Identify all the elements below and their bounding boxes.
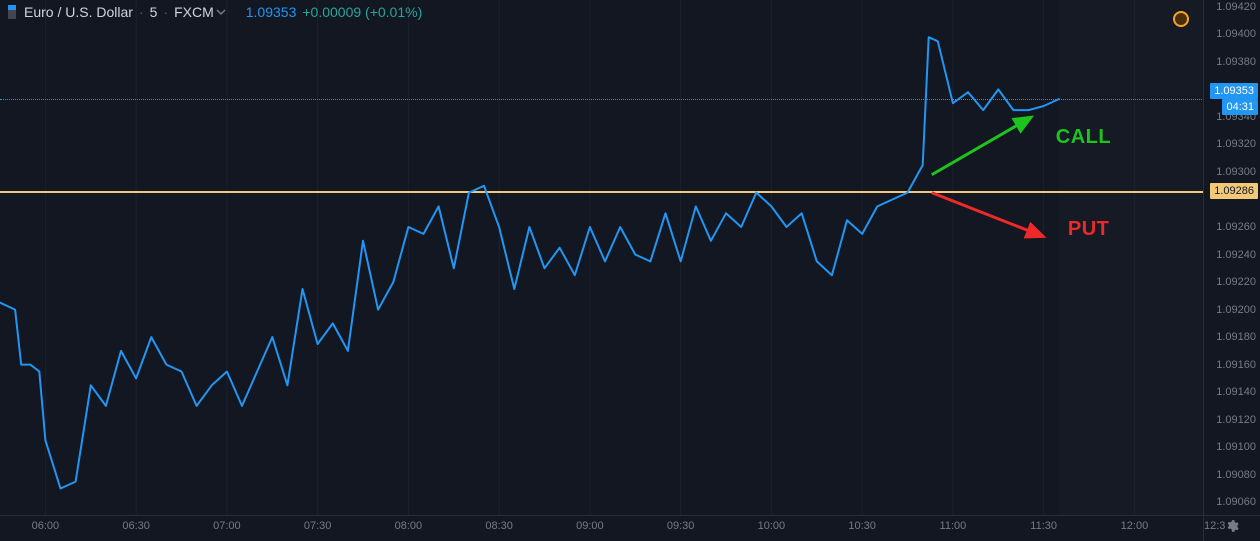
y-tick: 1.09060 bbox=[1216, 496, 1256, 508]
y-tick: 1.09100 bbox=[1216, 441, 1256, 453]
current-price-badge: 1.09353 bbox=[1210, 83, 1258, 99]
y-tick: 1.09380 bbox=[1216, 56, 1256, 68]
y-tick: 1.09160 bbox=[1216, 359, 1256, 371]
y-tick: 1.09180 bbox=[1216, 331, 1256, 343]
change-pct: (+0.01%) bbox=[365, 4, 422, 20]
x-tick: 09:00 bbox=[576, 520, 604, 532]
last-price: 1.09353 bbox=[246, 4, 297, 20]
instrument-title[interactable]: Euro / U.S. Dollar bbox=[24, 4, 133, 20]
y-tick: 1.09220 bbox=[1216, 276, 1256, 288]
put-label: PUT bbox=[1068, 218, 1110, 241]
x-tick: 09:30 bbox=[667, 520, 695, 532]
broker-label[interactable]: FXCM bbox=[174, 4, 226, 20]
y-tick: 1.09420 bbox=[1216, 1, 1256, 13]
target-dot-icon[interactable] bbox=[1173, 11, 1189, 27]
y-tick: 1.09140 bbox=[1216, 386, 1256, 398]
arrow-annotations bbox=[0, 0, 1204, 516]
x-tick: 10:00 bbox=[758, 520, 786, 532]
y-tick: 1.09080 bbox=[1216, 469, 1256, 481]
x-tick: 06:30 bbox=[122, 520, 150, 532]
x-tick: 12:00 bbox=[1121, 520, 1149, 532]
change-abs: +0.00009 bbox=[302, 4, 361, 20]
level-price-badge: 1.09286 bbox=[1210, 183, 1258, 199]
symbol-color-icon bbox=[8, 5, 18, 19]
chart-plot-area[interactable]: CALL PUT bbox=[0, 0, 1204, 516]
x-tick: 07:30 bbox=[304, 520, 332, 532]
x-tick: 08:00 bbox=[395, 520, 423, 532]
y-tick: 1.09240 bbox=[1216, 249, 1256, 261]
gear-icon[interactable] bbox=[1225, 519, 1239, 538]
chart-container: Euro / U.S. Dollar · 5 · FXCM 1.09353 +0… bbox=[0, 0, 1260, 541]
y-tick: 1.09320 bbox=[1216, 138, 1256, 150]
y-tick: 1.09260 bbox=[1216, 221, 1256, 233]
broker-name: FXCM bbox=[174, 4, 214, 20]
separator-dot: · bbox=[139, 4, 144, 20]
axis-corner bbox=[1203, 515, 1260, 541]
x-tick: 08:30 bbox=[485, 520, 513, 532]
price-change: +0.00009 (+0.01%) bbox=[302, 4, 422, 20]
y-tick: 1.09120 bbox=[1216, 414, 1256, 426]
call-label: CALL bbox=[1056, 126, 1111, 149]
x-tick: 06:00 bbox=[32, 520, 60, 532]
price-axis[interactable]: 1.09060 1.09080 1.09100 1.09120 1.09140 1.091… bbox=[1203, 0, 1260, 516]
x-tick: 11:00 bbox=[940, 520, 967, 532]
countdown-badge: 04:31 bbox=[1222, 99, 1258, 115]
x-tick: 10:30 bbox=[848, 520, 876, 532]
chart-header: Euro / U.S. Dollar · 5 · FXCM 1.09353 +0… bbox=[8, 4, 422, 20]
interval-label[interactable]: 5 bbox=[150, 4, 158, 20]
separator-dot: · bbox=[163, 4, 168, 20]
y-tick: 1.09400 bbox=[1216, 28, 1256, 40]
x-tick: 07:00 bbox=[213, 520, 241, 532]
time-axis[interactable]: 06:00 06:30 07:00 07:30 08:00 08:30 09:00 09:30… bbox=[0, 515, 1204, 541]
y-tick: 1.09200 bbox=[1216, 304, 1256, 316]
x-tick: 11:30 bbox=[1030, 520, 1057, 532]
chevron-down-icon bbox=[216, 4, 226, 20]
y-tick: 1.09300 bbox=[1216, 166, 1256, 178]
